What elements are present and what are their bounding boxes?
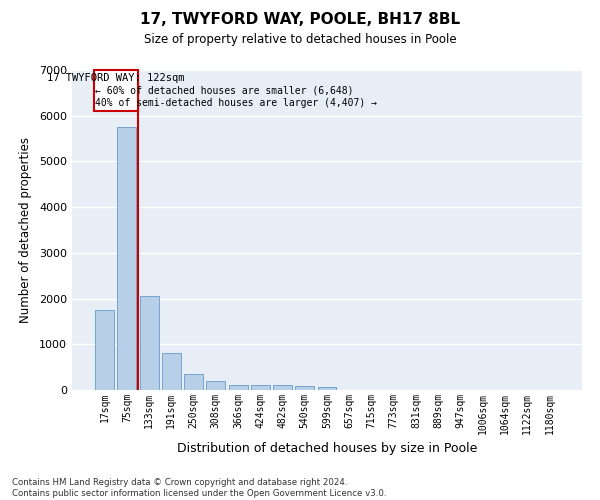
- Bar: [206, 381, 225, 390]
- Bar: [251, 386, 270, 390]
- Bar: [95, 310, 114, 390]
- Bar: [317, 388, 337, 390]
- Bar: [118, 126, 136, 390]
- Text: 17 TWYFORD WAY: 122sqm: 17 TWYFORD WAY: 122sqm: [47, 72, 185, 83]
- Text: ← 60% of detached houses are smaller (6,648): ← 60% of detached houses are smaller (6,…: [95, 86, 353, 96]
- Bar: [295, 386, 314, 390]
- Text: 17, TWYFORD WAY, POOLE, BH17 8BL: 17, TWYFORD WAY, POOLE, BH17 8BL: [140, 12, 460, 28]
- Y-axis label: Number of detached properties: Number of detached properties: [19, 137, 32, 323]
- Bar: [273, 386, 292, 390]
- Bar: [140, 296, 158, 390]
- X-axis label: Distribution of detached houses by size in Poole: Distribution of detached houses by size …: [177, 442, 477, 455]
- Text: Size of property relative to detached houses in Poole: Size of property relative to detached ho…: [143, 32, 457, 46]
- Bar: [229, 384, 248, 390]
- Text: 40% of semi-detached houses are larger (4,407) →: 40% of semi-detached houses are larger (…: [95, 98, 377, 108]
- Bar: [184, 374, 203, 390]
- Text: Contains HM Land Registry data © Crown copyright and database right 2024.
Contai: Contains HM Land Registry data © Crown c…: [12, 478, 386, 498]
- FancyBboxPatch shape: [94, 70, 138, 111]
- Bar: [162, 352, 181, 390]
